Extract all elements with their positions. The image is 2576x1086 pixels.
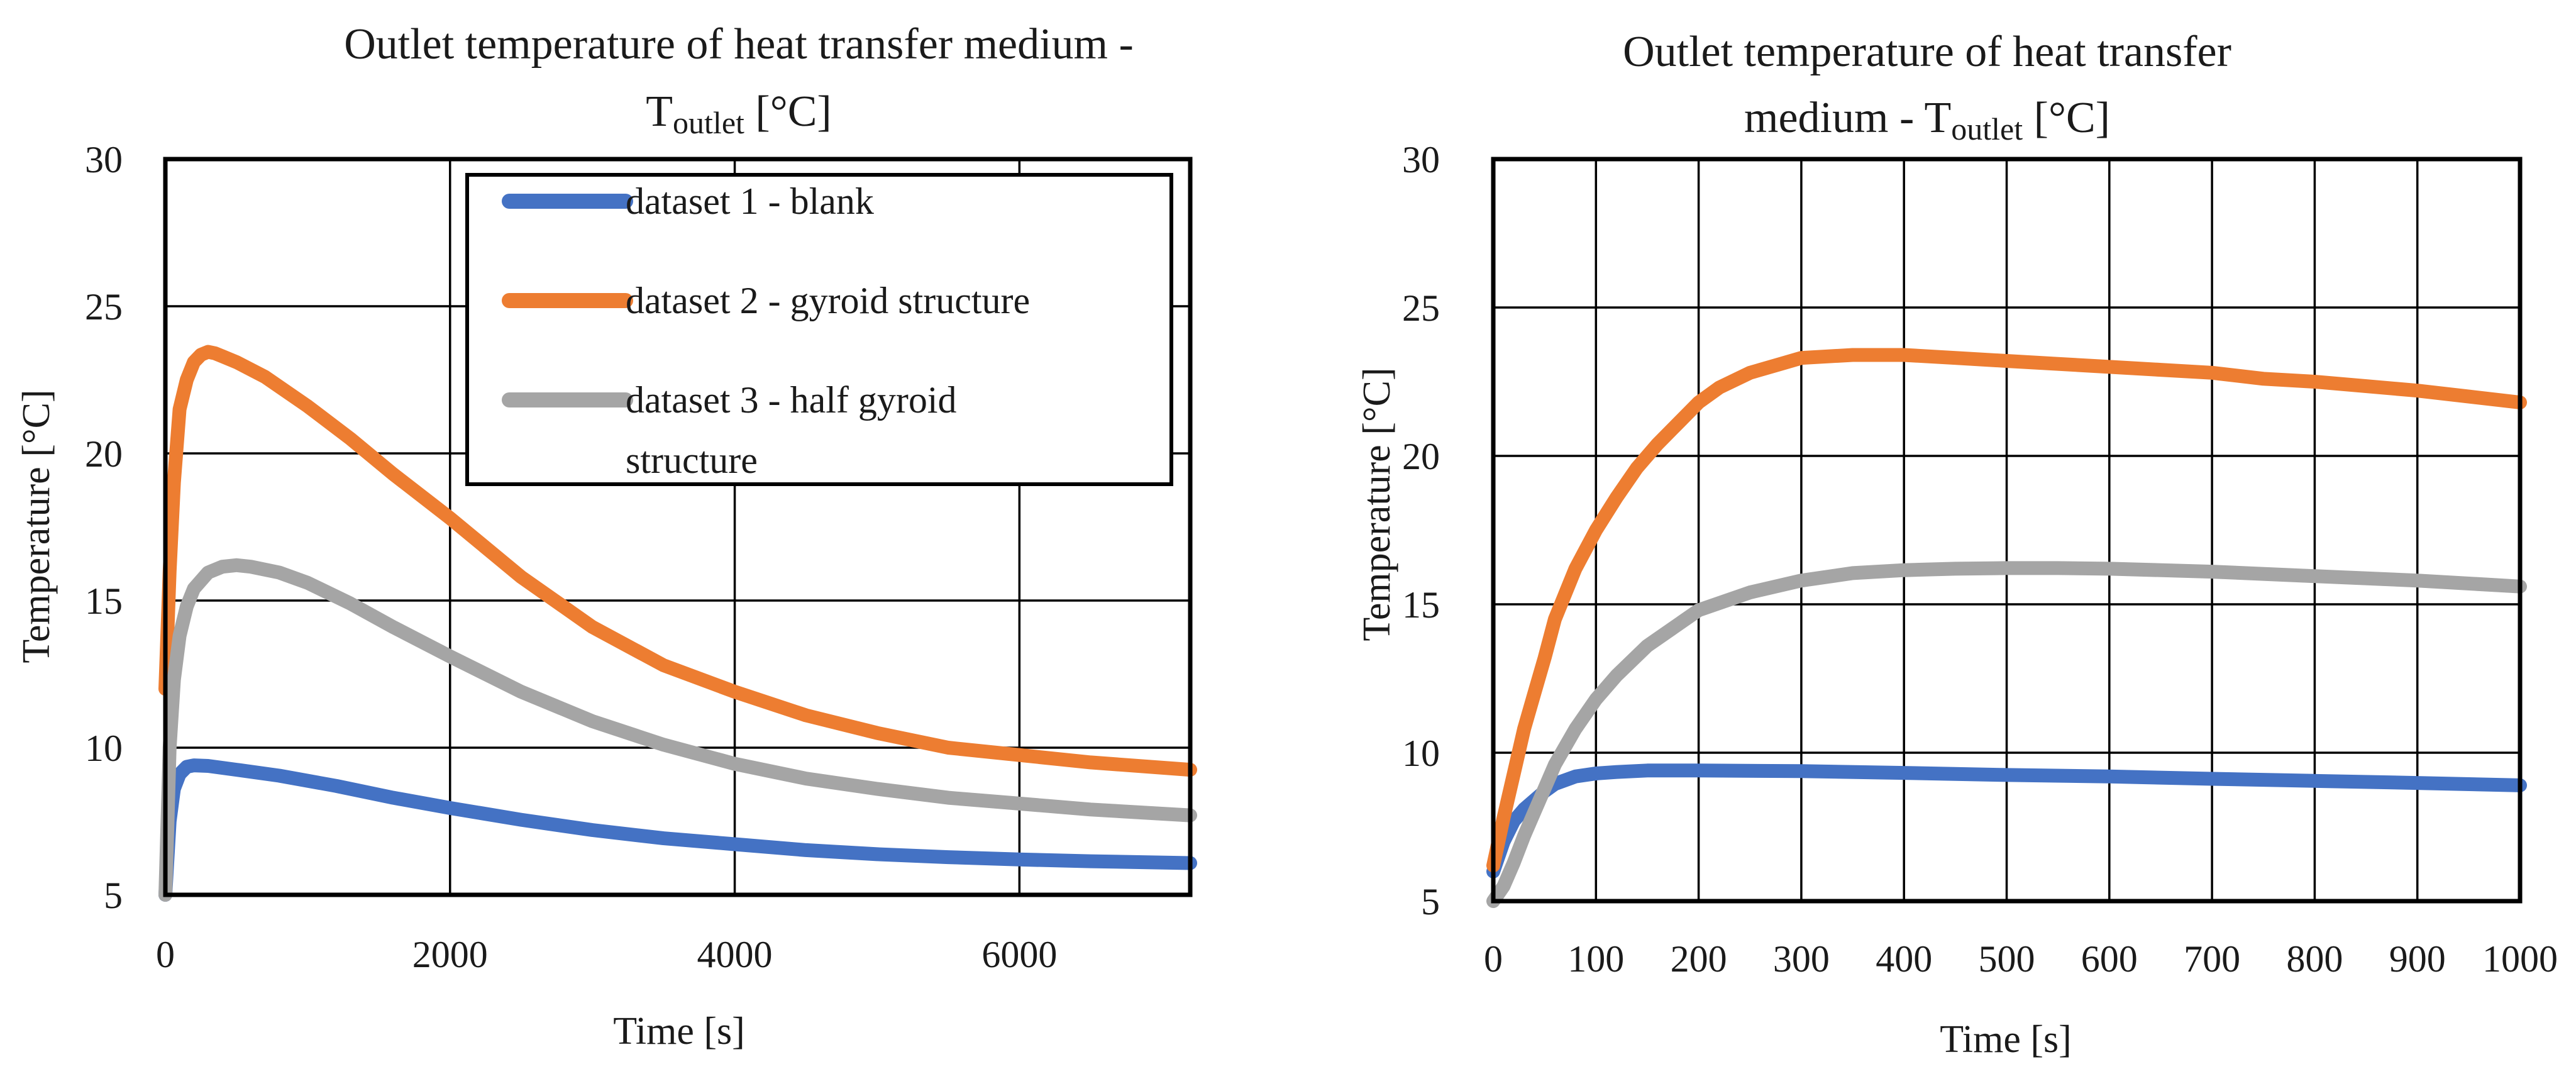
y-tick-label: 30: [1402, 139, 1440, 180]
x-tick-label: 2000: [412, 934, 488, 975]
y-tick-labels: 5 10 15 20 25 30: [1402, 139, 1440, 923]
x-tick-label: 4000: [697, 934, 773, 975]
series-line-dataset-2: [158, 345, 1197, 777]
chart-title-line2: Toutlet [°C]: [646, 87, 831, 140]
x-tick-label: 6000: [981, 934, 1057, 975]
x-tick-label: 1000: [2482, 938, 2558, 980]
title-subscript: outlet: [1951, 111, 2023, 147]
y-axis-label: Temperature [°C]: [1356, 367, 1398, 641]
y-tick-label: 30: [85, 139, 123, 180]
series-group: [1486, 348, 2527, 908]
y-tick-label: 20: [1402, 436, 1440, 477]
title-unit: [°C]: [744, 87, 832, 136]
x-tick-label: 700: [2184, 938, 2240, 980]
x-tick-label: 400: [1876, 938, 1932, 980]
plot-frame: [163, 157, 1193, 897]
x-axis-label: Time [s]: [1940, 1018, 2072, 1061]
chart-title-line1: Outlet temperature of heat transfer medi…: [344, 20, 1134, 69]
x-tick-label: 0: [156, 934, 175, 975]
legend: dataset 1 - blank dataset 2 - gyroid str…: [465, 173, 1173, 486]
series-line-dataset-3: [158, 558, 1197, 902]
chart-title-line2: medium - Toutlet [°C]: [1744, 94, 2110, 147]
x-tick-label: 900: [2389, 938, 2446, 980]
x-tick-label: 600: [2081, 938, 2138, 980]
y-tick-label: 15: [85, 580, 123, 622]
y-tick-label: 25: [1402, 287, 1440, 329]
y-tick-label: 10: [85, 728, 123, 769]
y-tick-label: 25: [85, 286, 123, 328]
grid-lines: [1492, 158, 2521, 902]
legend-label-dataset-1: dataset 1 - blank: [626, 180, 874, 222]
title-symbol: T: [1925, 94, 1952, 142]
series-group: [158, 345, 1197, 902]
y-tick-label: 20: [85, 433, 123, 475]
x-tick-labels: 0 2000 4000 6000: [156, 934, 1057, 975]
series-line-dataset-2: [1486, 348, 2527, 873]
series-line-dataset-1: [1486, 763, 2527, 878]
x-tick-label: 200: [1671, 938, 1727, 980]
series-line-dataset-1: [158, 758, 1197, 902]
title-symbol: T: [646, 87, 673, 136]
legend-label-dataset-2: dataset 2 - gyroid structure: [626, 280, 1030, 321]
legend-label-dataset-3-line1: dataset 3 - half gyroid: [626, 379, 957, 421]
plot-frame: [1491, 157, 2523, 904]
y-tick-label: 5: [104, 875, 123, 916]
y-axis-label: Temperature [°C]: [15, 389, 58, 663]
x-tick-label: 300: [1773, 938, 1830, 980]
legend-label-dataset-3-line2: structure: [626, 440, 758, 481]
y-tick-label: 5: [1421, 881, 1440, 923]
y-tick-label: 10: [1402, 733, 1440, 774]
x-tick-label: 500: [1979, 938, 2035, 980]
x-tick-labels: 0 100 200 300 400 500 600 700 800 900 1000: [1484, 938, 2558, 980]
title-prefix: medium -: [1744, 94, 1924, 142]
chart-outlet-temperature-short: 0 100 200 300 400 500 600 700 800 900 1000 5 10 15 20…: [1356, 28, 2558, 1061]
chart-outlet-temperature-long: 0 2000 4000 6000 5 10 15 20 25 30 Outlet tempera…: [15, 20, 1197, 1053]
x-tick-label: 0: [1484, 938, 1503, 980]
y-tick-label: 15: [1402, 584, 1440, 626]
y-tick-labels: 5 10 15 20 25 30: [85, 139, 123, 916]
title-unit: [°C]: [2023, 94, 2110, 142]
series-line-dataset-3: [1486, 561, 2527, 908]
chart-title-line1: Outlet temperature of heat transfer: [1623, 28, 2231, 76]
title-subscript: outlet: [673, 105, 744, 140]
x-tick-label: 800: [2286, 938, 2343, 980]
x-tick-label: 100: [1567, 938, 1624, 980]
x-axis-label: Time [s]: [613, 1010, 745, 1053]
legend-box: [465, 173, 1173, 486]
